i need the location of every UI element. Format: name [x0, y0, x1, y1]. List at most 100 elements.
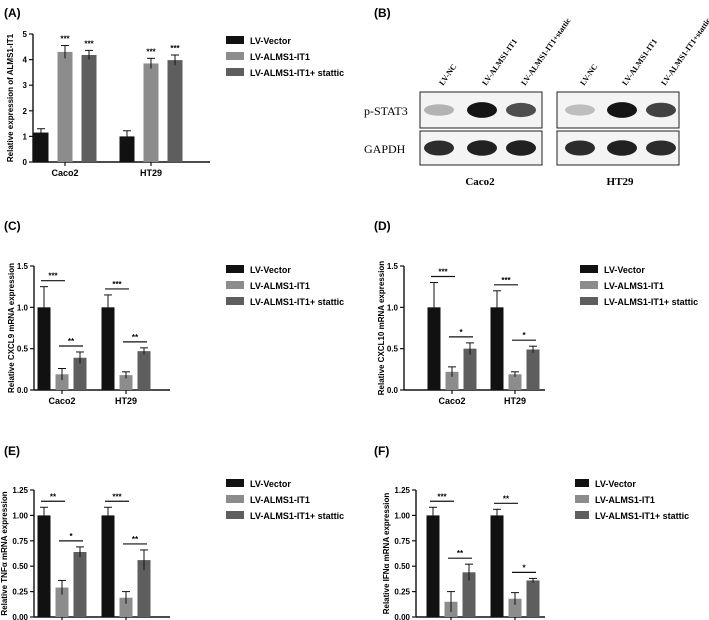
bar-ht29-3	[137, 560, 151, 617]
significance-label: **	[457, 549, 464, 558]
y-axis-label: Relative TNFα mRNA expression	[0, 491, 9, 615]
bar-ht29-1	[119, 136, 135, 162]
bar-ht29-2	[119, 597, 133, 617]
y-tick-label: 1.00	[12, 511, 28, 520]
x-tick-label: HT29	[140, 168, 162, 178]
blot-band	[565, 104, 595, 116]
bar-ht29-1	[101, 515, 115, 617]
bar-ht29-1	[490, 515, 504, 617]
significance-label: **	[132, 535, 139, 544]
blot-band	[607, 102, 637, 118]
bar-caco2-3	[462, 572, 476, 617]
y-axis-label: Relative CXCL10 mRNA expression	[377, 261, 386, 396]
panel-letter: (F)	[374, 444, 389, 458]
y-tick-label: 1.0	[387, 303, 399, 312]
x-tick-label: Caco2	[438, 396, 465, 406]
x-tick-label: HT29	[504, 396, 526, 406]
y-tick-label: 4	[23, 56, 28, 65]
y-tick-label: 0	[23, 158, 28, 167]
legend-label: LV-ALMS1-IT1	[595, 495, 655, 505]
blot-band	[424, 104, 454, 116]
legend-label: LV-Vector	[250, 479, 291, 489]
y-tick-label: 0.50	[12, 562, 28, 571]
blot-band	[506, 140, 536, 156]
significance-label: *	[459, 328, 463, 337]
lane-label: LV-ALMS1-IT1+stattic	[659, 16, 709, 87]
y-tick-label: 1.25	[12, 486, 28, 495]
legend-swatch	[575, 479, 589, 487]
blot-band	[646, 102, 676, 118]
legend-swatch	[580, 297, 598, 305]
y-axis-label: Relative expression of ALMS1-IT1	[6, 33, 15, 162]
bar-ht29-2	[508, 598, 522, 617]
y-tick-label: 1.5	[387, 262, 399, 271]
bar-caco2-2	[57, 51, 73, 162]
significance-label: ***	[501, 276, 511, 285]
legend-label: LV-Vector	[604, 265, 645, 275]
bar-caco2-1	[37, 515, 51, 617]
legend-label: LV-ALMS1-IT1+ stattic	[595, 511, 689, 521]
significance-label: *	[69, 532, 73, 541]
panel-letter: (E)	[4, 444, 20, 458]
legend-swatch	[226, 297, 244, 305]
y-tick-label: 1	[23, 132, 28, 141]
bar-ht29-3	[526, 349, 540, 390]
legend-swatch	[580, 281, 598, 289]
legend-swatch	[226, 479, 244, 487]
y-tick-label: 1.25	[394, 486, 410, 495]
significance-label: ***	[48, 272, 58, 281]
legend-label: LV-ALMS1-IT1	[604, 281, 664, 291]
blot-band	[607, 140, 637, 156]
legend-label: LV-ALMS1-IT1+ stattic	[250, 68, 344, 78]
blot-band	[646, 140, 676, 156]
y-tick-label: 0.25	[394, 588, 410, 597]
legend-label: LV-ALMS1-IT1	[250, 281, 310, 291]
x-tick-label: Caco2	[48, 396, 75, 406]
legend-swatch	[226, 36, 244, 44]
lane-label: LV-NC	[437, 62, 458, 87]
significance-label: ***	[112, 280, 122, 289]
y-tick-label: 0.0	[387, 386, 399, 395]
blot-band	[565, 140, 595, 156]
significance-label: ***	[170, 44, 180, 53]
panel-letter: (D)	[374, 219, 391, 233]
legend-label: LV-Vector	[595, 479, 636, 489]
legend-label: LV-ALMS1-IT1	[250, 495, 310, 505]
significance-label: ***	[60, 35, 70, 44]
significance-label: ***	[84, 39, 94, 48]
y-tick-label: 0.00	[12, 613, 28, 620]
bar-caco2-2	[445, 371, 459, 390]
y-tick-label: 3	[23, 81, 28, 90]
bar-caco2-1	[427, 307, 441, 390]
y-tick-label: 1.0	[17, 303, 29, 312]
panel-letter: (C)	[4, 219, 21, 233]
significance-label: ***	[112, 492, 122, 501]
legend-label: LV-Vector	[250, 265, 291, 275]
bar-ht29-1	[101, 307, 115, 390]
group-label-ht29: HT29	[607, 176, 634, 188]
legend-swatch	[226, 52, 244, 60]
y-tick-label: 0.5	[17, 345, 29, 354]
significance-label: ***	[437, 492, 447, 501]
legend-swatch	[226, 265, 244, 273]
legend-label: LV-ALMS1-IT1+ stattic	[604, 297, 698, 307]
bar-caco2-3	[73, 357, 87, 390]
legend-swatch	[575, 495, 589, 503]
y-tick-label: 0.75	[12, 537, 28, 546]
y-tick-label: 0.00	[394, 613, 410, 620]
y-axis-label: Relative CXCL9 mRNA expression	[7, 263, 16, 393]
row-label-pstat3: p-STAT3	[364, 104, 408, 118]
y-axis-label: Relative IFNα mRNA expression	[382, 493, 391, 615]
bar-ht29-2	[143, 63, 159, 162]
y-tick-label: 0.25	[12, 588, 28, 597]
blot-band	[424, 140, 454, 156]
blot-band	[467, 140, 497, 156]
bar-ht29-2	[119, 375, 133, 390]
legend-swatch	[226, 495, 244, 503]
y-tick-label: 0.50	[394, 562, 410, 571]
chart-panel-a: (A) 0 1 2 3 4 5 Relative expression of ALMS1-IT…	[4, 6, 344, 178]
legend-swatch	[226, 281, 244, 289]
